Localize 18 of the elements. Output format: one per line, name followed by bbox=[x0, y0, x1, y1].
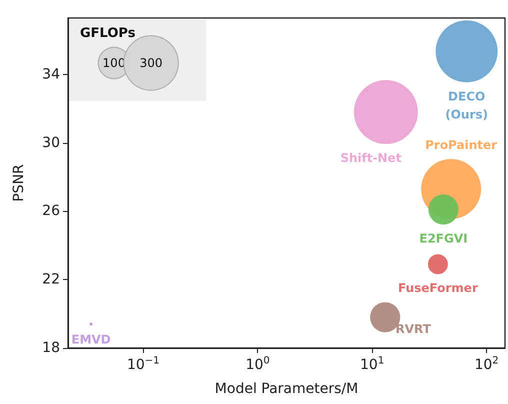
series-label: RVRT bbox=[395, 322, 432, 336]
y-axis-title: PSNR bbox=[11, 164, 27, 202]
legend-label: 100 bbox=[102, 56, 126, 70]
series-label: FuseFormer bbox=[398, 281, 478, 296]
y-tick-label: 22 bbox=[42, 272, 60, 288]
series-label: DECO (Ours) bbox=[445, 89, 488, 122]
legend-label: 300 bbox=[140, 56, 163, 70]
series-label: Shift-Net bbox=[340, 151, 402, 166]
y-tick-label: 34 bbox=[42, 66, 60, 82]
series-label: ProPainter bbox=[425, 138, 498, 152]
y-tick-label: 30 bbox=[42, 134, 60, 151]
series-label: EMVD bbox=[71, 332, 111, 347]
x-axis-title: Model Parameters/M bbox=[214, 381, 358, 397]
series-label: E2FGVI bbox=[419, 232, 468, 246]
y-tick-label: 26 bbox=[42, 203, 60, 220]
y-tick-label: 18 bbox=[42, 340, 60, 356]
size-legend: GFLOPs 100 300 bbox=[69, 19, 206, 101]
legend-title: GFLOPs bbox=[80, 26, 136, 41]
